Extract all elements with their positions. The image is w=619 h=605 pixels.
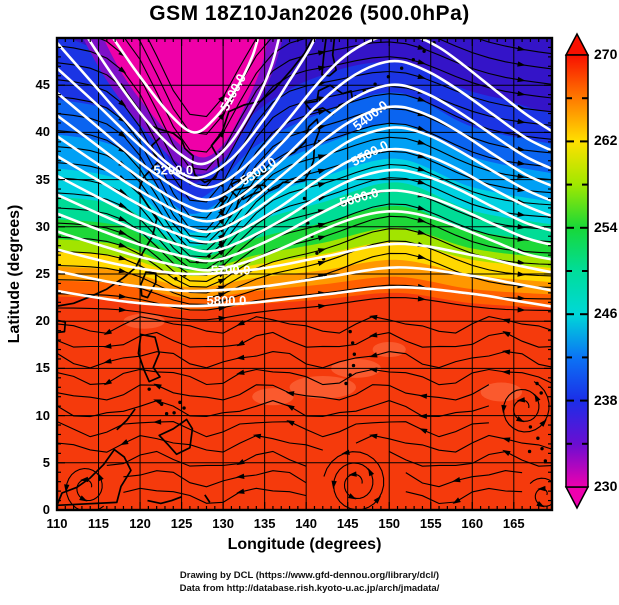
y-tick-label: 45 — [35, 77, 50, 93]
x-axis-title: Longitude (degrees) — [227, 536, 382, 553]
colorbar-tick-label: 230 — [594, 478, 618, 494]
colorbar — [564, 32, 590, 510]
y-tick-label: 25 — [35, 266, 50, 281]
map-border — [55, 36, 554, 512]
colorbar-top-arrow — [564, 32, 590, 56]
x-tick-label: 155 — [419, 516, 442, 531]
y-tick-label: 15 — [35, 360, 50, 376]
x-tick-label: 165 — [502, 516, 525, 531]
credits: Drawing by DCL (https://www.gfd-dennou.o… — [0, 569, 619, 595]
contour-label: 5200.0 — [153, 163, 193, 178]
y-tick-label: 10 — [35, 407, 50, 423]
colorbar-tick-label: 262 — [594, 132, 618, 149]
chart-title: GSM 18Z10Jan2026 (500.0hPa) — [149, 2, 470, 25]
x-tick-label: 160 — [461, 516, 484, 531]
colorbar-tick-label: 254 — [594, 218, 618, 235]
y-tick-label: 35 — [35, 171, 50, 187]
x-tick-label: 135 — [253, 516, 276, 531]
x-tick-label: 145 — [336, 516, 359, 531]
y-tick-label: 20 — [35, 313, 50, 329]
coastlines — [57, 38, 548, 507]
x-tick-label: 140 — [295, 516, 317, 531]
colorbar-bottom-arrow — [564, 486, 590, 510]
warm-patch — [480, 382, 523, 402]
x-tick-label: 120 — [129, 516, 151, 531]
height-contours — [57, 38, 552, 308]
credit-line-2: Data from http://database.rish.kyoto-u.a… — [179, 583, 440, 594]
colorbar-tick-label: 238 — [594, 391, 618, 408]
x-tick-label: 150 — [378, 516, 401, 531]
x-tick-label: 110 — [46, 516, 68, 531]
colorbar-tick-label: 270 — [594, 46, 618, 62]
x-tick-label: 115 — [88, 516, 109, 531]
colorbar-tick-label: 246 — [594, 305, 618, 322]
y-tick-label: 30 — [35, 218, 50, 234]
warm-patch — [252, 388, 294, 406]
credit-line-1: Drawing by DCL (https://www.gfd-dennou.o… — [179, 570, 440, 581]
y-tick-label: 40 — [35, 124, 50, 140]
y-tick-label: 0 — [42, 502, 50, 517]
y-tick-label: 5 — [42, 454, 50, 470]
contour-label: 5800.0 — [207, 293, 247, 308]
x-tick-label: 130 — [212, 516, 234, 531]
streamlines — [57, 38, 552, 510]
contour-label: 5700.0 — [211, 263, 251, 278]
x-tick-label: 125 — [170, 516, 193, 531]
